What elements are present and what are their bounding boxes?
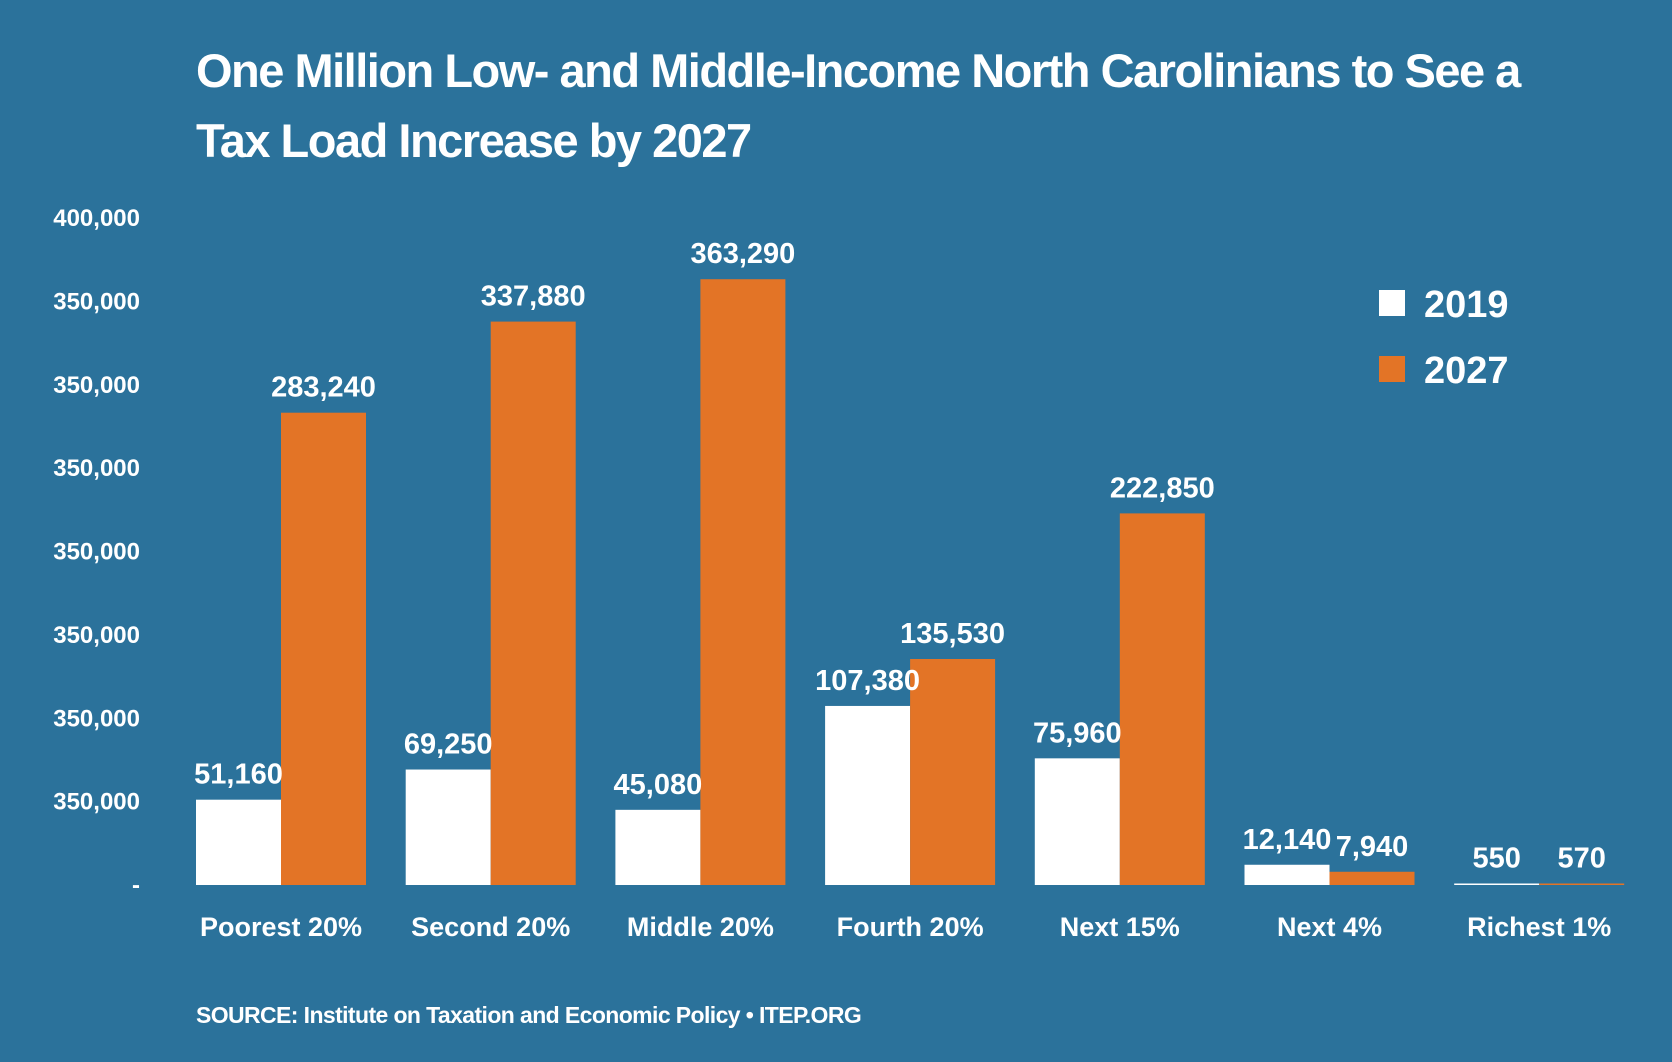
- data-label: 69,250: [404, 729, 493, 761]
- bar-2027-6: [1539, 883, 1625, 885]
- bar-2019-4: [1034, 758, 1120, 885]
- value-labels: 51,160 283,240 69,250 337,880 45,080 363,290 1…: [194, 238, 1606, 874]
- x-tick-label: Richest 1%: [1467, 912, 1611, 942]
- bar-2019-6: [1454, 883, 1540, 885]
- data-label: 45,080: [614, 769, 703, 801]
- legend-label: 2019: [1424, 284, 1509, 326]
- legend: 2019 2027: [1379, 284, 1509, 392]
- y-tick-label: 350,000: [53, 288, 140, 315]
- source-note: SOURCE: Institute on Taxation and Econom…: [196, 1002, 862, 1028]
- data-label: 135,530: [900, 618, 1005, 650]
- x-tick-label: Middle 20%: [627, 912, 774, 942]
- bar-2027-4: [1119, 513, 1205, 885]
- bar-2019-0: [196, 799, 281, 885]
- data-label: 283,240: [271, 372, 376, 404]
- y-tick-label: 350,000: [53, 622, 140, 649]
- bar-2019-2: [615, 809, 701, 885]
- data-label: 7,940: [1336, 831, 1409, 863]
- x-tick-label: Next 4%: [1277, 912, 1382, 942]
- data-label: 550: [1473, 843, 1521, 875]
- x-tick-label: Next 15%: [1060, 912, 1180, 942]
- y-tick-label: -: [132, 872, 140, 899]
- bar-2027-5: [1329, 871, 1415, 885]
- x-tick-label: Fourth 20%: [837, 912, 984, 942]
- x-tick-label: Poorest 20%: [200, 912, 362, 942]
- bar-2027-1: [490, 321, 576, 886]
- data-label: 12,140: [1243, 824, 1332, 856]
- y-tick-label: 350,000: [53, 455, 140, 482]
- bar-2027-3: [910, 659, 996, 885]
- data-label: 363,290: [690, 238, 795, 270]
- data-label: 222,850: [1110, 472, 1215, 504]
- data-label: 337,880: [481, 281, 586, 313]
- y-axis: - 350,000 350,000 350,000 350,000 350,000 350,…: [53, 205, 140, 899]
- bar-2019-1: [405, 769, 491, 885]
- chart-title: One Million Low- and Middle-Income North…: [196, 44, 1521, 167]
- x-axis: Poorest 20% Second 20% Middle 20% Fourth 20…: [200, 912, 1611, 942]
- bar-2019-3: [825, 705, 911, 885]
- bar-2027-2: [700, 279, 786, 885]
- y-tick-label: 350,000: [53, 539, 140, 566]
- bars: [196, 279, 1625, 886]
- data-label: 570: [1558, 843, 1606, 875]
- data-label: 107,380: [815, 665, 920, 697]
- legend-label: 2027: [1424, 350, 1509, 392]
- x-tick-label: Second 20%: [411, 912, 570, 942]
- y-tick-label: 350,000: [53, 789, 140, 816]
- y-tick-label: 350,000: [53, 705, 140, 732]
- legend-swatch-2027: [1379, 356, 1405, 382]
- legend-swatch-2019: [1379, 290, 1405, 316]
- bar-2019-5: [1244, 864, 1330, 885]
- y-tick-label: 400,000: [53, 205, 140, 232]
- bar-2027-0: [281, 412, 366, 885]
- y-tick-label: 350,000: [53, 372, 140, 399]
- data-label: 75,960: [1033, 717, 1122, 749]
- data-label: 51,160: [194, 759, 283, 791]
